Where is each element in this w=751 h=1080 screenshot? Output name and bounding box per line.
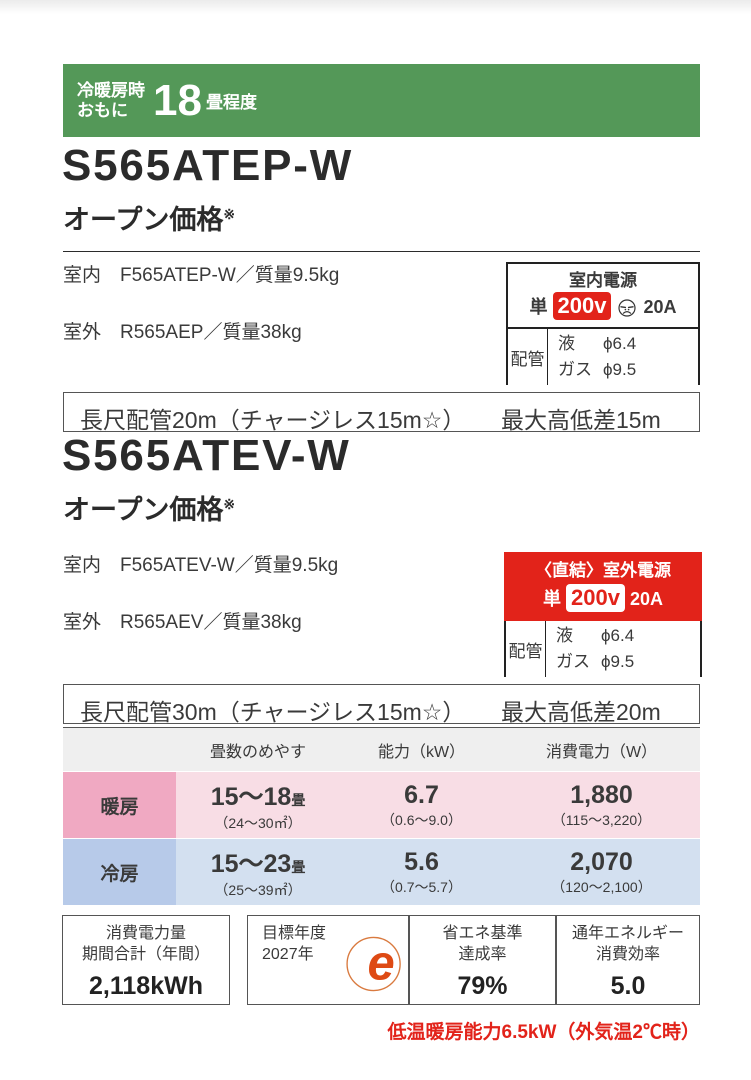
svg-text:e: e [367, 937, 394, 991]
